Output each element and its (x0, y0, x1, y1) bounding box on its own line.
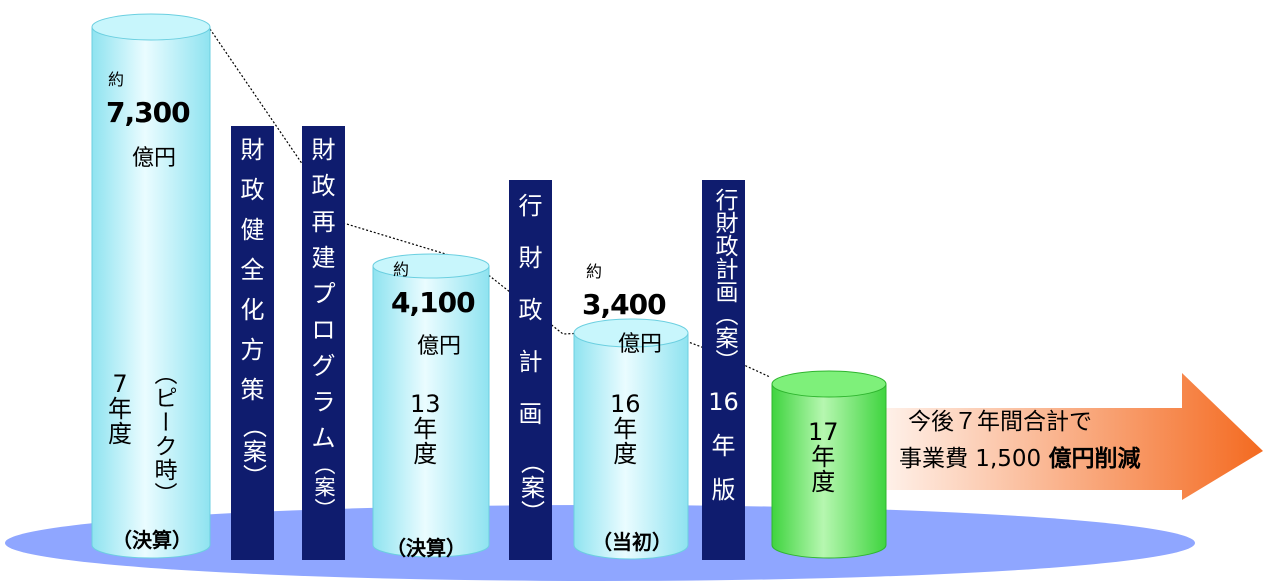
y16-approx: 約 (586, 262, 603, 281)
plan2-char: ロ (311, 316, 336, 344)
y16-basis: （当初） (592, 530, 672, 554)
y7-year: 7 年 度 (108, 370, 132, 449)
cylinder-y16 (573, 318, 689, 560)
plan-fiscal-reconstruction: 財 政 再 建 プ ロ グ ラ ム （案） (302, 126, 345, 560)
plan1-char: 健 (240, 216, 265, 244)
y13-unit: 億円 (417, 334, 462, 359)
plan1-char: 策 (240, 376, 265, 404)
y17-year-nen: 年 (811, 443, 836, 472)
y16-year-nen: 年 (613, 415, 638, 444)
plan4-edition: 16 (708, 388, 739, 416)
plan3-char: （案） (516, 450, 545, 525)
y7-year-do: 度 (108, 420, 132, 449)
arrow-line2-bold: 億円削減 (1048, 446, 1141, 472)
plan1-char: 方 (240, 336, 265, 364)
y17-year-num: 17 (808, 418, 839, 446)
y16-year-num: 16 (610, 390, 641, 418)
y7-year-num: 7 (112, 370, 128, 398)
plan3-char: 財 (518, 244, 543, 272)
y13-year-num: 13 (410, 390, 441, 418)
plan-admin-fiscal: 行 財 政 計 画 （案） (509, 180, 552, 560)
y7-amount: 7,300 (106, 96, 191, 129)
plan4-title: 行財政計画（案） (711, 188, 737, 372)
y13-basis: （決算） (386, 536, 466, 560)
arrow-line1: 今後７年間合計で (908, 409, 1092, 435)
y17-year-do: 度 (811, 468, 836, 497)
plan-admin-fiscal-16: 行財政計画（案） 16 年 版 (702, 180, 745, 560)
arrow-line2: 事業費 1,500 億円削減 (899, 439, 1140, 473)
plan-fiscal-soundness: 財 政 健 全 化 方 策 （案） (231, 126, 274, 560)
y17-year: 17 年 度 (808, 418, 839, 497)
trend-line (209, 28, 771, 378)
plan1-char: 財 (240, 136, 265, 164)
y13-amount: 4,100 (391, 286, 476, 319)
plan2-char: （案） (312, 454, 336, 520)
plan2-char: 建 (311, 244, 336, 272)
plan3-char: 計 (518, 348, 543, 376)
y16-year: 16 年 度 (610, 390, 641, 469)
plan2-char: グ (311, 352, 336, 380)
plan1-char: 全 (240, 256, 265, 284)
arrow-line2-prefix: 事業費 1,500 (899, 446, 1049, 472)
plan2-char: 政 (311, 172, 336, 200)
cylinder-y17 (771, 370, 887, 559)
plan3-char: 行 (518, 192, 543, 220)
plan1-char: 政 (240, 176, 265, 204)
y7-basis: （決算） (112, 528, 192, 552)
y13-year-nen: 年 (413, 415, 438, 444)
y16-amount: 3,400 (582, 288, 667, 321)
y7-year-nen: 年 (108, 395, 132, 424)
plan4-edition: 年 (711, 432, 736, 460)
plan2-char: 再 (311, 208, 336, 236)
cylinder-y13 (372, 253, 490, 558)
y13-approx: 約 (393, 260, 410, 279)
plan2-char: ム (311, 424, 336, 452)
plan3-char: 政 (518, 296, 543, 324)
plan2-char: 財 (311, 136, 336, 164)
y13-year-do: 度 (413, 440, 438, 469)
y7-peak-note: （ピーク時） (150, 362, 176, 506)
plan1-char: 化 (240, 296, 265, 324)
y13-year: 13 年 度 (410, 390, 441, 469)
plan4-edition: 版 (711, 476, 736, 504)
plan2-char: ラ (311, 388, 336, 416)
y16-unit: 億円 (618, 332, 663, 357)
plan1-char: （案） (238, 414, 267, 489)
plan3-char: 画 (518, 400, 543, 428)
arrow-shape (876, 373, 1263, 500)
y7-approx: 約 (108, 70, 125, 89)
plan2-char: プ (311, 280, 336, 308)
y16-year-do: 度 (613, 440, 638, 469)
y7-unit: 億円 (132, 146, 177, 171)
cylinder-y7 (91, 13, 211, 559)
